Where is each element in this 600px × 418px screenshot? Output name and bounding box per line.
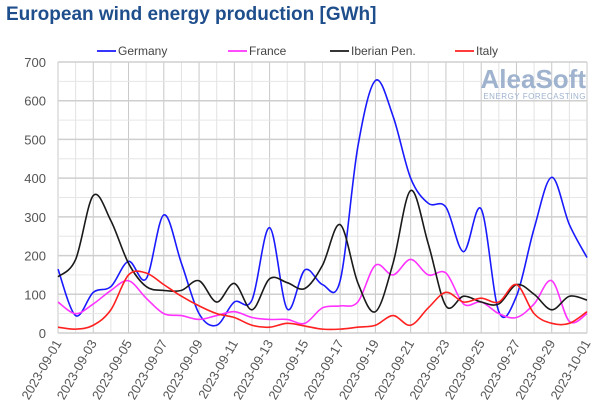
legend-label: France [249, 44, 287, 58]
series-line-italy [57, 270, 588, 331]
logo-brand: AleaSoft [480, 64, 586, 94]
legend-label: Italy [476, 44, 498, 58]
y-tick-label: 500 [24, 132, 46, 147]
y-tick-label: 300 [24, 210, 46, 225]
legend-label: Iberian Pen. [351, 44, 416, 58]
series-line-iberian-pen [57, 189, 588, 313]
y-tick-label: 200 [24, 249, 46, 264]
series-line-france [57, 258, 588, 325]
aleasoft-logo: AleaSoft ENERGY FORECASTING [481, 66, 586, 101]
y-tick-label: 400 [24, 171, 46, 186]
y-tick-label: 0 [39, 326, 46, 341]
legend-label: Germany [118, 44, 167, 58]
y-tick-label: 600 [24, 94, 46, 109]
logo-tagline: ENERGY FORECASTING [483, 92, 586, 101]
y-tick-label: 700 [24, 55, 46, 70]
series-line-germany [57, 79, 588, 327]
y-tick-label: 100 [24, 287, 46, 302]
chart-title: European wind energy production [GWh] [6, 4, 377, 25]
